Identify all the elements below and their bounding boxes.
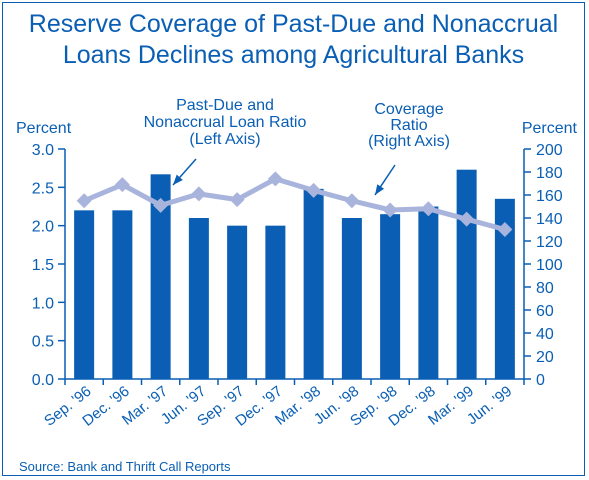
coverage-ratio-arrow-head — [375, 184, 385, 195]
coverage-ratio-point — [420, 201, 436, 217]
bar — [380, 214, 401, 379]
coverage-ratio-point — [382, 202, 398, 218]
bar — [341, 218, 362, 379]
chart-title: Reserve Coverage of Past-Due and Nonaccr… — [28, 10, 559, 69]
left-tick-label: 2.5 — [32, 180, 54, 197]
right-tick-label: 200 — [536, 142, 563, 159]
right-tick-label: 180 — [536, 165, 563, 182]
coverage-ratio-point — [497, 222, 513, 237]
bar — [418, 206, 439, 379]
chart-frame: Reserve Coverage of Past-Due and Nonaccr… — [2, 2, 585, 476]
right-axis-label: Percent — [522, 120, 578, 137]
left-tick-label: 1.0 — [32, 295, 54, 312]
left-tick-label: 0.5 — [32, 334, 54, 351]
bar — [265, 225, 286, 379]
bar — [227, 225, 248, 379]
coverage-ratio-line — [83, 176, 506, 232]
bar — [150, 174, 171, 379]
coverage-ratio-point — [306, 182, 322, 198]
loan-ratio-annotation: Past-Due and Nonaccrual Loan Ratio (Left A… — [144, 97, 307, 148]
coverage-ratio-point — [267, 171, 283, 187]
right-tick-label: 20 — [536, 349, 554, 366]
left-tick-label: 1.5 — [32, 257, 54, 274]
left-axis-label: Percent — [16, 120, 72, 137]
bar — [112, 210, 133, 379]
right-tick-label: 100 — [536, 257, 563, 274]
left-tick-label: 0.0 — [32, 372, 54, 389]
bar — [456, 169, 477, 379]
bar — [303, 188, 324, 379]
chart-plot: 0.0 0.5 1.0 1.5 2.0 2.5 3.0 0 20 40 60 80 100 120 140 1… — [16, 97, 578, 430]
right-tick-label: 120 — [536, 234, 563, 251]
left-tick-label: 3.0 — [32, 142, 54, 159]
coverage-ratio-point — [191, 186, 207, 202]
bar — [494, 198, 515, 379]
source-note: Source: Bank and Thrift Call Reports — [19, 459, 231, 474]
coverage-ratio-point — [114, 177, 130, 193]
right-tick-label: 140 — [536, 211, 563, 228]
coverage-ratio-point — [76, 193, 92, 209]
left-tick-label: 2.0 — [32, 219, 54, 236]
right-tick-label: 0 — [536, 372, 545, 389]
right-tick-label: 60 — [536, 303, 554, 320]
coverage-ratio-point — [459, 211, 475, 227]
coverage-ratio-point — [344, 193, 360, 209]
right-tick-label: 160 — [536, 188, 563, 205]
coverage-ratio-point — [153, 197, 169, 213]
right-tick-label: 40 — [536, 326, 554, 343]
coverage-ratio-point — [229, 192, 245, 208]
bar — [188, 218, 209, 379]
coverage-ratio-annotation: Coverage Ratio (Right Axis) — [368, 101, 450, 150]
right-tick-label: 80 — [536, 280, 554, 297]
bar — [74, 210, 95, 379]
loan-ratio-arrow-head — [173, 174, 183, 185]
